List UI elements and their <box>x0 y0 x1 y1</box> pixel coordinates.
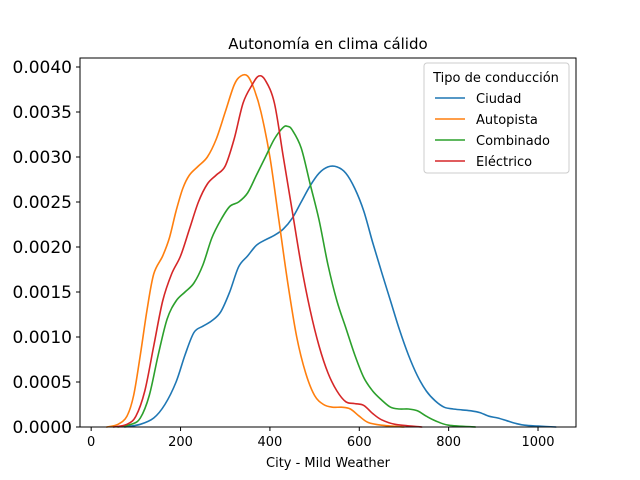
y-tick-label-5: 0.0025 <box>13 193 72 213</box>
legend-label-1: Autopista <box>476 113 538 128</box>
legend-title: Tipo de conducción <box>432 71 559 86</box>
axes-layer: 0 200 400 600 800 1000 0.0000 0.0005 0.0010 0.001… <box>13 57 577 450</box>
x-tick-label-1: 200 <box>168 435 193 450</box>
y-tick-label-0: 0.0000 <box>13 418 72 438</box>
series-line-3 <box>112 74 423 428</box>
y-tick-label-6: 0.0030 <box>13 148 72 168</box>
legend: Tipo de conducción Ciudad Autopista Combin… <box>423 62 570 174</box>
y-tick-label-1: 0.0005 <box>13 373 72 393</box>
x-tick-label-0: 0 <box>87 435 95 450</box>
y-tick-label-3: 0.0015 <box>13 283 72 303</box>
legend-box <box>423 62 570 174</box>
x-tick-label-2: 400 <box>257 435 282 450</box>
series-line-2 <box>117 125 477 428</box>
legend-label-3: Eléctrico <box>476 155 532 170</box>
x-tick-label-3: 600 <box>347 435 372 450</box>
series-line-0 <box>123 165 557 428</box>
x-tick-label-5: 1000 <box>521 435 554 450</box>
series-line-1 <box>106 73 405 428</box>
chart-title: Autonomía en clima cálido <box>228 35 427 53</box>
legend-entries: Ciudad Autopista Combinado Eléctrico <box>435 92 550 170</box>
plot-frame <box>79 57 577 428</box>
x-axis-label: City - Mild Weather <box>266 456 391 471</box>
y-tick-label-7: 0.0035 <box>13 103 72 123</box>
legend-label-2: Combinado <box>476 134 550 149</box>
y-tick-label-4: 0.0020 <box>13 238 72 258</box>
legend-label-0: Ciudad <box>476 92 521 107</box>
x-tick-label-4: 800 <box>436 435 461 450</box>
y-tick-label-8: 0.0040 <box>13 58 72 78</box>
y-tick-label-2: 0.0010 <box>13 328 72 348</box>
series-layer <box>106 73 557 428</box>
